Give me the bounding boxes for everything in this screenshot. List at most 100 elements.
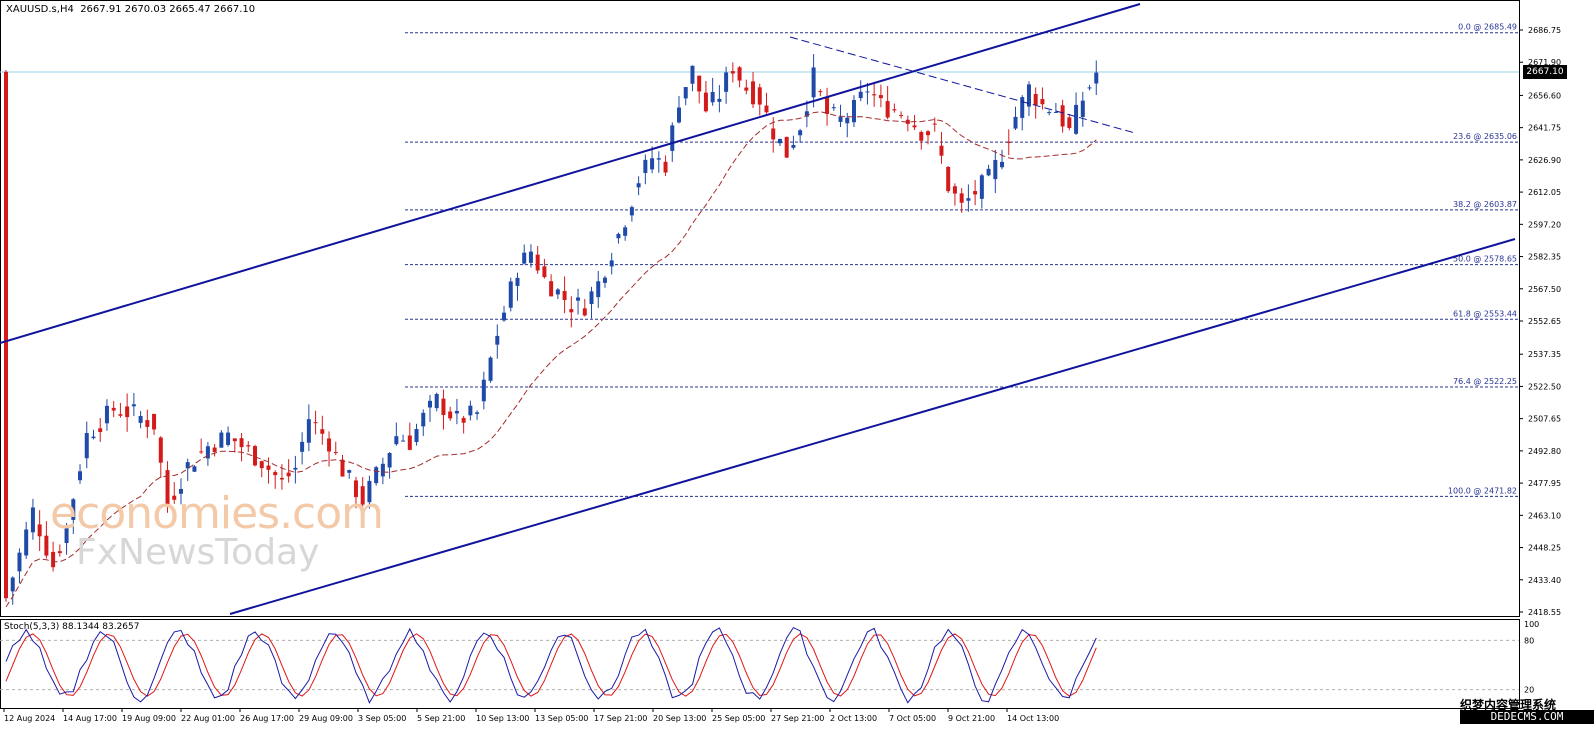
y-tick-label: 2537.35 — [1528, 350, 1561, 359]
candle — [387, 452, 392, 479]
candle — [441, 389, 446, 430]
fib-label: 0.0 @ 2685.49 — [1458, 23, 1517, 32]
candle-body — [259, 461, 264, 469]
candle-body — [542, 266, 547, 278]
candle — [502, 305, 507, 322]
candle-body — [771, 128, 776, 140]
candle-body — [528, 251, 533, 263]
candle — [481, 371, 486, 410]
candle-body — [818, 91, 823, 93]
candle — [91, 429, 96, 440]
candle-body — [616, 233, 621, 239]
candle-body — [986, 168, 991, 176]
candle-body — [481, 379, 486, 402]
candle-body — [44, 535, 49, 556]
y-tick-label: 2641.75 — [1528, 124, 1561, 133]
candle-body — [266, 465, 271, 470]
candle-body — [670, 125, 675, 151]
candle-body — [932, 123, 937, 125]
x-tick-label: 19 Aug 09:00 — [122, 714, 176, 723]
candle — [1087, 84, 1092, 91]
candle — [683, 87, 688, 106]
candle — [798, 128, 803, 143]
stoch-d-line — [5, 633, 1097, 697]
candle — [1040, 87, 1045, 110]
candle-body — [831, 107, 836, 109]
candle — [710, 77, 715, 106]
y-tick-label: 2433.40 — [1528, 576, 1561, 585]
candle — [1006, 129, 1011, 156]
candle-body — [858, 91, 863, 99]
candle — [596, 270, 601, 308]
y-tick-label: 2626.90 — [1528, 156, 1561, 165]
candle — [899, 111, 904, 119]
candle-body — [596, 281, 601, 298]
stoch-k-line — [5, 626, 1097, 704]
candle — [825, 87, 830, 126]
candle-body — [602, 277, 607, 283]
candle-body — [57, 551, 62, 554]
candle — [650, 146, 655, 174]
candle — [1047, 110, 1052, 116]
candle-body — [737, 67, 742, 81]
candle-body — [152, 413, 157, 430]
candle — [569, 296, 574, 328]
candle — [912, 114, 917, 131]
candle — [1067, 114, 1072, 131]
candle — [1094, 60, 1099, 96]
candle — [555, 288, 560, 300]
channel-upper-line — [0, 3, 1141, 344]
candle — [845, 112, 850, 138]
candle — [1053, 102, 1058, 113]
candle-body — [1033, 93, 1038, 105]
candle — [454, 398, 459, 425]
y-tick-label: 2597.20 — [1528, 220, 1561, 229]
candle — [643, 154, 648, 185]
candle — [199, 438, 204, 455]
candle — [78, 464, 83, 484]
candle-body — [730, 71, 735, 74]
candle-body — [912, 125, 917, 128]
x-tick-label: 22 Aug 01:00 — [181, 714, 235, 723]
candle — [757, 83, 762, 116]
candle-body — [515, 277, 520, 286]
candle — [158, 436, 163, 478]
candle — [495, 324, 500, 359]
candle — [152, 413, 157, 435]
x-tick-label: 20 Sep 13:00 — [653, 714, 706, 723]
candle-body — [226, 432, 231, 445]
candle-body — [1000, 161, 1005, 168]
candle-body — [4, 71, 8, 599]
candle — [1026, 81, 1031, 116]
candle — [764, 92, 769, 114]
candle-body — [24, 529, 29, 556]
candle — [703, 80, 708, 113]
candle-body — [878, 95, 883, 99]
candle-body — [488, 357, 493, 381]
y-tick-label: 2552.65 — [1528, 317, 1561, 326]
candle-body — [286, 472, 291, 477]
candle-body — [239, 438, 244, 448]
x-tick-label: 26 Aug 17:00 — [240, 714, 294, 723]
candle-body — [508, 281, 513, 308]
x-tick-label: 9 Oct 21:00 — [948, 714, 995, 723]
candle-body — [394, 436, 399, 445]
candle — [475, 410, 480, 420]
candle-body — [10, 577, 15, 592]
candle-body — [131, 404, 136, 407]
candle — [730, 62, 735, 83]
candle — [226, 426, 231, 447]
candle-body — [205, 446, 210, 459]
candle-body — [104, 405, 109, 424]
candle — [508, 277, 513, 312]
x-tick-label: 2 Oct 13:00 — [830, 714, 877, 723]
candle-body — [475, 412, 480, 414]
candle — [360, 477, 365, 511]
candle-body — [320, 429, 325, 434]
candle — [629, 205, 634, 222]
candle — [24, 521, 29, 560]
candle-body — [549, 281, 554, 297]
fib-label: 61.8 @ 2553.44 — [1453, 309, 1517, 318]
chart-header: XAUUSD.s,H4 2667.91 2670.03 2665.47 2667… — [6, 4, 255, 15]
